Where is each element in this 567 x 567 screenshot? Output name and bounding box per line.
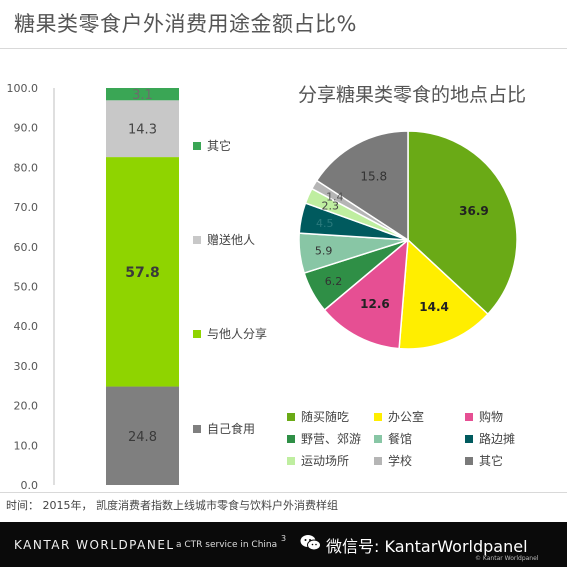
legend-swatch: [193, 424, 201, 433]
pie-legend-item: 购物: [465, 408, 503, 425]
bar-data-label: 57.8: [125, 265, 160, 281]
pie-data-label: 36.9: [459, 204, 489, 218]
legend-swatch: [287, 412, 295, 421]
bar-legend-item: 赠送他人: [193, 231, 255, 248]
pie-slice: [323, 238, 409, 350]
footer-bar: KANTAR WORLDPANEL a CTR service in China…: [0, 522, 567, 567]
legend-swatch: [374, 456, 382, 465]
legend-swatch: [287, 434, 295, 443]
legend-swatch: [287, 456, 295, 465]
legend-label: 自己食用: [207, 422, 256, 436]
bar-segment: [106, 88, 179, 101]
y-tick-label: 30.0: [14, 360, 39, 373]
page-title: 糖果类零食户外消费用途金额占比%: [14, 12, 357, 36]
legend-label: 购物: [479, 410, 504, 424]
pie-data-label: 5.9: [315, 244, 333, 257]
pie-data-label: 2.3: [322, 200, 340, 213]
pie-legend-item: 学校: [374, 452, 412, 469]
pie-data-label: 4.5: [316, 217, 334, 230]
y-tick-label: 0.0: [21, 479, 39, 490]
pie-legend-item: 餐馆: [374, 430, 412, 447]
legend-swatch: [193, 235, 201, 244]
legend-label: 与他人分享: [207, 327, 268, 341]
brand-logo: KANTAR WORLDPANEL: [14, 538, 175, 552]
pie-data-label: 14.4: [419, 300, 449, 314]
pie-legend-item: 办公室: [374, 408, 424, 425]
wechat-icon: [300, 535, 321, 551]
legend-label: 办公室: [388, 410, 425, 424]
title-divider: [0, 48, 567, 49]
legend-swatch: [193, 141, 201, 150]
y-tick-label: 100.0: [7, 82, 39, 95]
copyright: © Kantar Worldpanel: [475, 555, 539, 562]
legend-swatch: [465, 456, 473, 465]
pie-chart: 36.9 14.4 12.6 6.2 5.9 4.5 2.31.4 15.8: [298, 130, 518, 350]
y-tick-label: 10.0: [14, 439, 39, 452]
brand-tagline: a CTR service in China: [176, 540, 278, 550]
legend-label: 运动场所: [301, 454, 350, 468]
bar-segment: [106, 386, 179, 485]
bar-data-label: 14.3: [128, 123, 157, 138]
bar-data-label: 24.8: [128, 430, 157, 445]
bar-segment: [106, 100, 179, 158]
pie-data-label: 12.6: [360, 297, 390, 311]
pie-slice: [315, 130, 409, 242]
stacked-bar-chart: 0.0 10.0 20.0 30.0 40.0 50.0 60.0 70.0 80.0 90.0 1…: [7, 82, 179, 490]
page-number: 3: [281, 534, 287, 543]
legend-swatch: [465, 412, 473, 421]
footnote: 时间： 2015年， 凯度消费者指数上线城市零食与饮料户外消费样组: [6, 499, 338, 512]
y-tick-label: 60.0: [14, 241, 39, 254]
legend-swatch: [374, 434, 382, 443]
legend-swatch: [465, 434, 473, 443]
pie-slice: [398, 238, 489, 350]
legend-label: 学校: [388, 454, 413, 468]
y-tick-label: 20.0: [14, 400, 39, 413]
bar-legend-item: 其它: [193, 137, 231, 154]
y-tick-label: 80.0: [14, 161, 39, 174]
pie-data-label: 6.2: [325, 275, 343, 288]
legend-swatch: [374, 412, 382, 421]
legend-swatch: [193, 329, 201, 338]
pie-legend-item: 其它: [465, 452, 503, 469]
footnote-divider: [0, 492, 567, 493]
bar-legend-item: 与他人分享: [193, 325, 267, 342]
legend-label: 餐馆: [388, 432, 413, 446]
y-tick-label: 90.0: [14, 122, 39, 135]
pie-title: 分享糖果类零食的地点占比: [298, 84, 527, 106]
y-tick-label: 70.0: [14, 201, 39, 214]
bar-data-label: 3.1: [132, 88, 153, 103]
pie-legend-item: 随买随吃: [287, 408, 349, 425]
legend-label: 野营、郊游: [301, 432, 362, 446]
pie-data-label: 1.4: [326, 191, 344, 204]
legend-label: 路边摊: [479, 432, 516, 446]
pie-legend-item: 路边摊: [465, 430, 515, 447]
pie-legend-item: 运动场所: [287, 452, 349, 469]
wechat-account: 微信号: KantarWorldpanel: [326, 537, 528, 556]
bar-legend-item: 自己食用: [193, 420, 255, 437]
pie-slice: [407, 130, 518, 316]
pie-data-label: 15.8: [360, 170, 387, 184]
legend-label: 赠送他人: [207, 233, 256, 247]
legend-label: 随买随吃: [301, 410, 350, 424]
pie-legend-item: 野营、郊游: [287, 430, 361, 447]
legend-label: 其它: [207, 139, 232, 153]
bar-segment: [106, 157, 179, 387]
y-tick-label: 40.0: [14, 320, 39, 333]
legend-label: 其它: [479, 454, 504, 468]
y-tick-label: 50.0: [14, 281, 39, 294]
